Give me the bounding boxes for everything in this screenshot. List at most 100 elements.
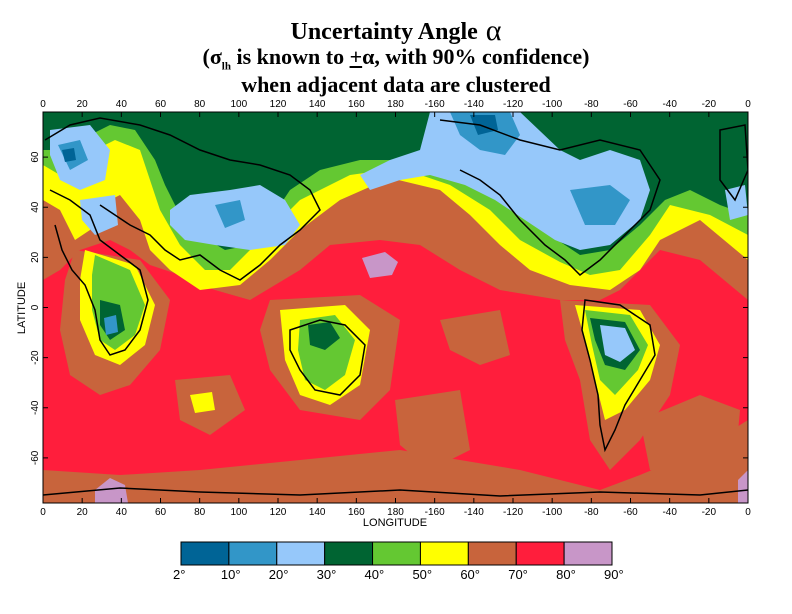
coast-australia [289, 319, 366, 396]
x-tick-label-bottom: -20 [702, 507, 717, 518]
band-80-90-pacific [362, 252, 398, 278]
y-ticks: 60 40 20 0 -20 -40 -60 [30, 151, 748, 465]
legend-label: 70° [508, 567, 528, 582]
legend-label: 10° [220, 567, 241, 582]
x-tick-label-bottom: 160 [348, 507, 365, 518]
coast-namerica [439, 119, 661, 276]
y-tick-label: -20 [30, 350, 41, 365]
x-tick-label-bottom: 120 [270, 507, 287, 518]
x-tick-label-top: 20 [77, 99, 89, 110]
x-tick-label-top: 0 [40, 99, 46, 110]
band-10-20-namerica2 [570, 185, 630, 225]
legend-label: 40° [364, 567, 385, 582]
y-tick-label: 60 [30, 151, 41, 163]
band-60-70-atlantic-s [640, 395, 740, 480]
x-tick-label-top: -40 [662, 99, 677, 110]
legend-swatch [372, 541, 421, 566]
x-tick-label-top: 180 [387, 99, 404, 110]
x-ticks-top: 0 20 40 60 80 100 120 140 160 180 -160 -140 -120 -100… [40, 99, 751, 117]
y-tick-label: -60 [30, 450, 41, 465]
x-tick-label-bottom: 60 [155, 507, 167, 518]
legend-swatch [563, 541, 613, 566]
band-2-10-spot2 [62, 148, 76, 162]
alpha-symbol: α [485, 14, 502, 47]
legend-label: 90° [604, 567, 624, 582]
coastlines [43, 117, 748, 497]
coast-antarctica [43, 487, 748, 497]
title-line-1: Uncertainty Angle α [0, 14, 792, 48]
x-ticks-bottom: 0 20 40 60 80 100 120 140 160 180 -160 -140 -120 -100… [40, 498, 751, 518]
alpha-inline: α [362, 44, 375, 69]
x-tick-label-top: -60 [623, 99, 638, 110]
coast-greenland [719, 124, 748, 202]
x-tick-label-bottom: -100 [542, 507, 562, 518]
title-line-3: when adjacent data are clustered [241, 72, 551, 97]
x-tick-label-bottom: -80 [584, 507, 599, 518]
band-80-90-south [95, 478, 128, 503]
y-tick-label: 0 [30, 304, 41, 310]
x-tick-label-top: 60 [155, 99, 167, 110]
legend-swatch [467, 541, 517, 566]
x-tick-label-bottom: 140 [309, 507, 326, 518]
legend-label: 20° [268, 567, 289, 582]
y-tick-label: 40 [30, 201, 41, 213]
legend-label: 60° [460, 567, 480, 582]
x-tick-label-bottom: -160 [425, 507, 445, 518]
band-30-40-australia [308, 322, 340, 350]
legend-swatch [324, 541, 374, 566]
sigma-symbol: σ [209, 44, 222, 69]
legend-label: 80° [556, 567, 576, 582]
band-80-90-se [738, 470, 748, 503]
x-tick-label-top: -140 [464, 99, 484, 110]
legend-label: 30° [316, 567, 337, 582]
band-60-70-south [43, 420, 748, 503]
confidence-text: , with 90% confidence) [374, 44, 590, 69]
y-axis-label: LATITUDE [16, 282, 28, 334]
band-10-20-asia [215, 200, 245, 228]
x-tick-label-top: -120 [503, 99, 523, 110]
x-tick-label-bottom: 100 [230, 507, 247, 518]
x-tick-label-top: 140 [309, 99, 326, 110]
band-2-10-spot1 [470, 115, 498, 135]
title-text: Uncertainty Angle [290, 19, 478, 45]
x-tick-label-bottom: -40 [662, 507, 677, 518]
legend-swatch [419, 541, 469, 566]
x-tick-label-top: -100 [542, 99, 562, 110]
x-tick-label-top: -20 [702, 99, 717, 110]
x-tick-label-bottom: 80 [194, 507, 206, 518]
legend-swatch [276, 541, 326, 566]
x-axis-label: LONGITUDE [363, 517, 427, 529]
band-20-30-namerica [360, 112, 650, 250]
x-tick-label-top: -160 [425, 99, 445, 110]
known-text: is known to [230, 44, 350, 69]
sigma-subscript: lh [221, 60, 231, 73]
legend-label: 2° [173, 567, 186, 582]
y-tick-label: 20 [30, 251, 41, 263]
x-tick-label-top: 0 [745, 99, 751, 110]
coast-eurasia [44, 117, 321, 281]
band-10-20-africa [104, 315, 118, 335]
band-50-60-indian-spot [190, 392, 215, 413]
legend-label: 50° [412, 567, 433, 582]
title-line-2: (σlh is known to +α, with 90% confidence… [0, 44, 792, 72]
x-tick-label-top: -80 [584, 99, 599, 110]
y-tick-label: -40 [30, 400, 41, 415]
x-tick-label-top: 100 [230, 99, 247, 110]
x-tick-label-bottom: -60 [623, 507, 638, 518]
x-tick-label-top: 160 [348, 99, 365, 110]
x-tick-label-bottom: -120 [503, 507, 523, 518]
band-20-30-samerica [600, 325, 635, 362]
legend-swatch [228, 541, 278, 566]
coast-samerica [581, 299, 656, 453]
x-tick-label-bottom: 0 [40, 507, 46, 518]
x-tick-label-top: 80 [194, 99, 206, 110]
band-60-70-pacific-s [440, 310, 510, 365]
band-20-30-europe2 [80, 195, 118, 235]
x-tick-label-top: 40 [116, 99, 128, 110]
plus-minus: + [349, 44, 363, 69]
x-tick-label-bottom: -140 [464, 507, 484, 518]
paren-open: ( [202, 44, 210, 69]
coast-africa [49, 189, 149, 356]
x-tick-label-bottom: 180 [387, 507, 404, 518]
